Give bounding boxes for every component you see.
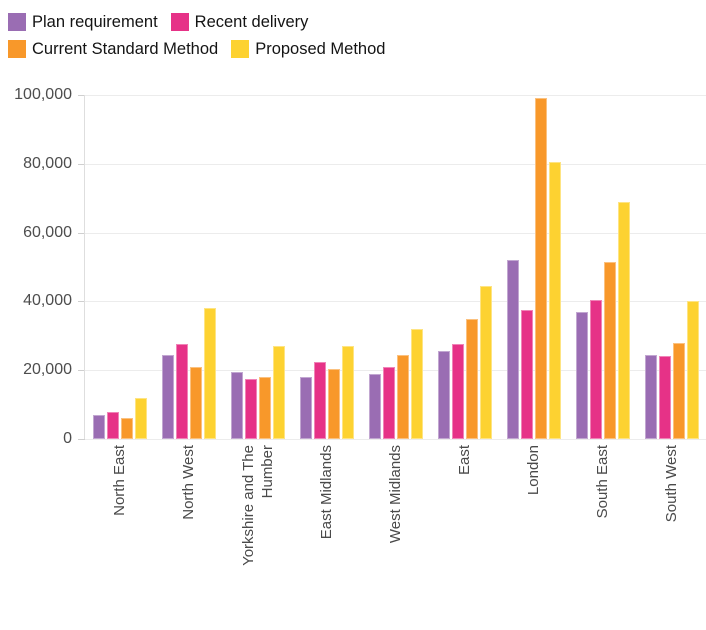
bar bbox=[382, 366, 395, 439]
y-axis-tick bbox=[78, 370, 85, 372]
bar-group bbox=[292, 95, 361, 439]
legend-label: Plan requirement bbox=[32, 13, 158, 31]
bar-group bbox=[154, 95, 223, 439]
gridline bbox=[85, 163, 706, 165]
y-axis-line bbox=[84, 95, 85, 439]
category-label: West Midlands bbox=[387, 445, 404, 544]
y-tick-label: 40,000 bbox=[23, 292, 72, 310]
bar bbox=[451, 344, 464, 439]
bar bbox=[686, 301, 699, 439]
bar bbox=[479, 285, 492, 439]
y-tick-label: 60,000 bbox=[23, 223, 72, 241]
bar bbox=[120, 418, 133, 439]
gridline bbox=[85, 232, 706, 234]
y-tick-label: 20,000 bbox=[23, 361, 72, 379]
bar bbox=[465, 318, 478, 439]
y-axis-tick bbox=[78, 439, 85, 440]
bar-group bbox=[637, 95, 706, 439]
gridline bbox=[85, 370, 706, 372]
legend-swatch-icon bbox=[8, 40, 26, 58]
bar bbox=[203, 308, 216, 439]
bar bbox=[548, 162, 561, 439]
bar bbox=[672, 342, 685, 439]
y-axis-tick bbox=[78, 301, 85, 303]
bar bbox=[134, 397, 147, 439]
y-axis-tick bbox=[78, 232, 85, 234]
category-label: South West bbox=[663, 445, 680, 523]
bar bbox=[230, 371, 243, 439]
bar bbox=[313, 361, 326, 439]
category-label: South East bbox=[594, 445, 611, 519]
bar bbox=[92, 414, 105, 439]
bar bbox=[506, 260, 519, 439]
bar bbox=[658, 356, 671, 439]
category-label: Yorkshire and The Humber bbox=[239, 445, 276, 566]
bar bbox=[410, 328, 423, 439]
category-label: North West bbox=[180, 445, 197, 520]
bar bbox=[520, 310, 533, 439]
bar bbox=[368, 373, 381, 439]
legend-item: Plan requirement bbox=[8, 12, 158, 32]
bar bbox=[175, 344, 188, 439]
bar bbox=[189, 366, 202, 439]
y-tick-label: 100,000 bbox=[14, 86, 72, 103]
bar bbox=[437, 351, 450, 439]
legend-swatch-icon bbox=[231, 40, 250, 58]
gridline bbox=[85, 301, 706, 303]
bar-group bbox=[361, 95, 430, 439]
bar-group bbox=[430, 95, 499, 439]
gridline bbox=[85, 95, 706, 96]
bar bbox=[396, 354, 409, 439]
bar bbox=[244, 378, 257, 439]
legend-item: Recent delivery bbox=[170, 12, 309, 32]
chart-legend: Plan requirement Recent delivery Current S… bbox=[8, 12, 478, 59]
bar bbox=[575, 311, 588, 439]
bar bbox=[161, 354, 174, 439]
bar bbox=[258, 377, 271, 439]
bar-group bbox=[85, 95, 154, 439]
bar bbox=[106, 411, 119, 439]
legend-swatch-icon bbox=[8, 13, 26, 31]
gridline bbox=[85, 439, 706, 440]
bar bbox=[299, 377, 312, 439]
legend-label: Proposed Method bbox=[255, 40, 386, 58]
bar bbox=[589, 299, 602, 439]
legend-item: Proposed Method bbox=[231, 39, 385, 59]
bar bbox=[272, 346, 285, 439]
bar bbox=[617, 201, 630, 439]
bar bbox=[534, 98, 547, 439]
bars-container bbox=[85, 95, 706, 439]
legend-item: Current Standard Method bbox=[8, 39, 218, 59]
bar-group bbox=[568, 95, 637, 439]
legend-label: Current Standard Method bbox=[32, 40, 219, 58]
bar bbox=[603, 261, 616, 439]
category-label: London bbox=[525, 445, 542, 496]
bar-group bbox=[499, 95, 568, 439]
category-label: North East bbox=[111, 445, 128, 516]
bar-group bbox=[223, 95, 292, 439]
legend-label: Recent delivery bbox=[194, 13, 309, 31]
bar bbox=[341, 346, 354, 439]
y-tick-label: 0 bbox=[63, 430, 72, 447]
category-label: East Midlands bbox=[318, 445, 335, 540]
bar bbox=[644, 354, 657, 439]
y-axis-tick bbox=[78, 163, 85, 165]
y-axis-tick bbox=[78, 95, 85, 96]
bar bbox=[327, 368, 340, 439]
legend-swatch-icon bbox=[170, 13, 189, 31]
y-tick-label: 80,000 bbox=[23, 154, 72, 172]
category-label: East bbox=[456, 445, 473, 476]
